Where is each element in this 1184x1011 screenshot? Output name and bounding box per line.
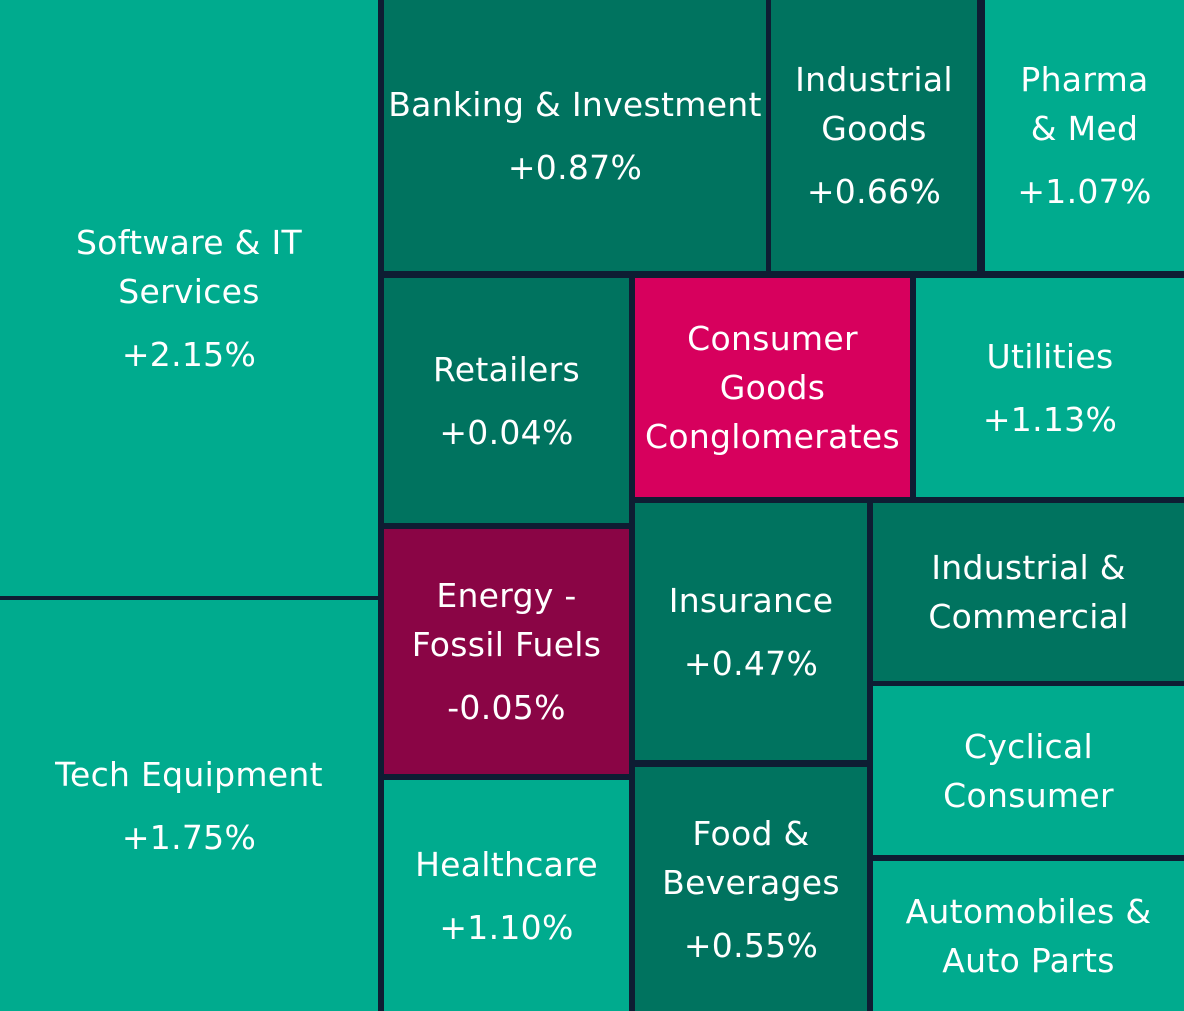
- tile-label: Tech Equipment: [55, 754, 323, 794]
- tile-cyclical-consumer[interactable]: Cyclical Consumer: [873, 686, 1184, 855]
- tile-healthcare[interactable]: Healthcare +1.10%: [384, 780, 629, 1011]
- tile-label: Utilities: [986, 336, 1114, 376]
- tile-label: Automobiles & Auto Parts: [905, 892, 1152, 980]
- tile-label: Insurance: [668, 580, 834, 620]
- tile-label: Energy - Fossil Fuels: [411, 576, 602, 664]
- tile-label: Food & Beverages: [662, 813, 840, 902]
- tile-change: +1.07%: [1017, 172, 1152, 211]
- tile-change: +0.66%: [806, 172, 942, 211]
- tile-change: +0.47%: [683, 643, 819, 683]
- tile-automobiles-auto-parts[interactable]: Automobiles & Auto Parts: [873, 861, 1184, 1011]
- tile-software-it-services[interactable]: Software & IT Services +2.15%: [0, 0, 378, 596]
- tile-change: +0.04%: [439, 412, 574, 452]
- tile-retailers[interactable]: Retailers +0.04%: [384, 278, 629, 523]
- tile-label: Retailers: [432, 349, 580, 389]
- tile-utilities[interactable]: Utilities +1.13%: [916, 278, 1184, 497]
- tile-label: Healthcare: [415, 844, 598, 884]
- tile-banking-investment[interactable]: Banking & Investment +0.87%: [384, 0, 766, 271]
- tile-label: Software & IT Services: [76, 222, 302, 311]
- tile-change: +2.15%: [121, 334, 257, 374]
- tile-label: Cyclical Consumer: [943, 726, 1114, 815]
- tile-consumer-goods-conglomerates[interactable]: Consumer Goods Conglomerates: [635, 278, 910, 497]
- tile-change: +0.55%: [683, 925, 819, 965]
- tile-change: +1.13%: [982, 399, 1118, 439]
- tile-industrial-goods[interactable]: Industrial Goods +0.66%: [771, 0, 977, 271]
- tile-label: Banking & Investment: [388, 84, 762, 124]
- tile-insurance[interactable]: Insurance +0.47%: [635, 503, 867, 760]
- tile-pharma-med[interactable]: Pharma & Med +1.07%: [985, 0, 1184, 271]
- tile-label: Pharma & Med: [1020, 60, 1149, 148]
- tile-label: Consumer Goods Conglomerates: [644, 319, 901, 456]
- tile-energy-fossil-fuels[interactable]: Energy - Fossil Fuels -0.05%: [384, 529, 629, 774]
- tile-change: +1.10%: [439, 907, 574, 947]
- tile-label: Industrial & Commercial: [928, 548, 1129, 636]
- tile-label: Industrial Goods: [795, 60, 953, 148]
- tile-change: +1.75%: [121, 817, 257, 857]
- tile-change: -0.05%: [447, 688, 566, 727]
- tile-tech-equipment[interactable]: Tech Equipment +1.75%: [0, 600, 378, 1011]
- tile-food-beverages[interactable]: Food & Beverages +0.55%: [635, 767, 867, 1011]
- tile-industrial-commercial[interactable]: Industrial & Commercial: [873, 503, 1184, 681]
- tile-change: +0.87%: [507, 147, 643, 187]
